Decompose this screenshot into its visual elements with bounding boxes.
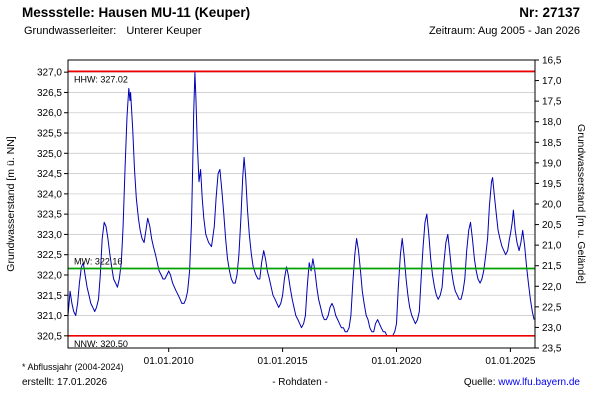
right-tick-label: 22,0 xyxy=(542,282,562,293)
footnote-abflussjahr: * Abflussjahr (2004-2024) xyxy=(22,362,124,372)
x-tick-label: 01.01.2025 xyxy=(485,356,535,367)
right-tick-label: 22,5 xyxy=(542,302,562,313)
axis-ticks: 327,0 326,5 326,0 325,5 325,0 324,5 324,0 323,5… xyxy=(37,56,562,368)
left-tick-label: 321,5 xyxy=(37,291,62,302)
reference-lines: HHW: 327.02 MW: 322.16 NNW: 320.50 xyxy=(68,70,535,349)
aquifer-label: Grundwasserleiter: xyxy=(24,25,117,37)
left-tick-label: 320,5 xyxy=(37,331,62,342)
gridlines xyxy=(68,71,535,337)
right-tick-label: 19,0 xyxy=(542,158,562,169)
left-tick-label: 322,5 xyxy=(37,250,62,261)
plot-frame xyxy=(67,59,536,349)
left-tick-label: 322,0 xyxy=(37,270,62,281)
refline-label-mw: MW: 322.16 xyxy=(74,256,122,266)
left-tick-label: 323,0 xyxy=(37,230,62,241)
series-line xyxy=(67,71,535,337)
plot-border xyxy=(67,59,536,349)
right-tick-label: 20,0 xyxy=(542,200,562,211)
source-label: Quelle: xyxy=(463,377,496,388)
right-tick-label: 20,5 xyxy=(542,220,562,231)
data-type-label: - Rohdaten - xyxy=(272,377,328,388)
right-tick-label: 18,0 xyxy=(542,117,562,128)
data-series xyxy=(67,71,535,337)
right-tick-label: 17,0 xyxy=(542,76,562,87)
created-date: erstellt: 17.01.2026 xyxy=(22,377,108,388)
left-tick-label: 325,0 xyxy=(37,149,62,160)
x-tick-label: 01.01.2015 xyxy=(258,356,308,367)
left-tick-label: 323,5 xyxy=(37,210,62,221)
left-tick-label: 324,5 xyxy=(37,169,62,180)
right-tick-label: 23,5 xyxy=(542,344,562,355)
left-tick-label: 326,5 xyxy=(37,88,62,99)
period-label: Zeitraum: Aug 2005 - Jan 2026 xyxy=(428,25,580,37)
right-tick-label: 18,5 xyxy=(542,138,562,149)
header-row: Messstelle: Hausen MU-11 (Keuper) Nr: 27… xyxy=(22,5,580,20)
right-tick-label: 23,0 xyxy=(542,323,562,334)
page-title: Messstelle: Hausen MU-11 (Keuper) xyxy=(22,5,251,20)
right-tick-label: 21,0 xyxy=(542,241,562,252)
right-tick-label: 21,5 xyxy=(542,261,562,272)
x-tick-label: 01.01.2020 xyxy=(371,356,421,367)
right-tick-label: 17,5 xyxy=(542,97,562,108)
left-tick-label: 327,0 xyxy=(37,68,62,79)
subheader-row: Grundwasserleiter: Unterer Keuper Zeitrau… xyxy=(24,25,580,37)
right-tick-label: 16,5 xyxy=(542,56,562,67)
aquifer: Grundwasserleiter: Unterer Keuper xyxy=(24,25,202,37)
left-tick-label: 321,0 xyxy=(37,311,62,322)
right-axis-title: Grundwasserstand [m u. Gelände] xyxy=(575,124,587,284)
refline-label-nnw: NNW: 320.50 xyxy=(74,339,128,349)
aquifer-value: Unterer Keuper xyxy=(126,25,202,37)
left-axis-title: Grundwasserstand [m ü. NN] xyxy=(5,136,17,271)
left-tick-label: 324,0 xyxy=(37,189,62,200)
right-tick-label: 19,5 xyxy=(542,179,562,190)
station-number: Nr: 27137 xyxy=(519,5,580,20)
source-line: Quelle: www.lfu.bayern.de xyxy=(464,377,580,388)
left-tick-label: 325,5 xyxy=(37,129,62,140)
left-tick-label: 326,0 xyxy=(37,108,62,119)
refline-label-hhw: HHW: 327.02 xyxy=(74,74,128,84)
x-tick-label: 01.01.2010 xyxy=(144,356,194,367)
source-link[interactable]: www.lfu.bayern.de xyxy=(498,377,580,388)
